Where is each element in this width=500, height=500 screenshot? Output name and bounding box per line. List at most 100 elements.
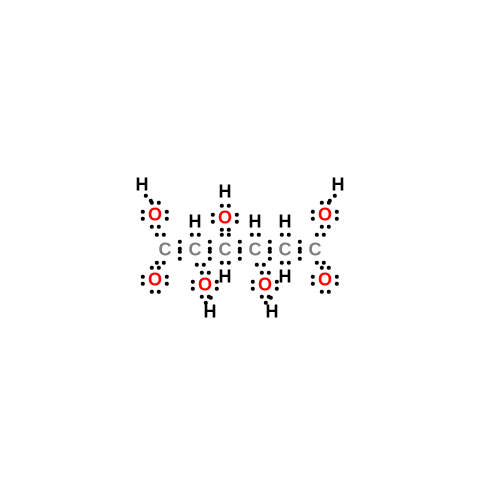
electron-dot	[208, 249, 212, 253]
electron-dot	[249, 233, 253, 237]
atom-h: H	[189, 212, 202, 233]
electron-dot	[259, 295, 263, 299]
electron-dot	[226, 228, 230, 232]
electron-dot	[201, 263, 205, 267]
electron-dot	[199, 295, 203, 299]
atom-o: O	[148, 270, 162, 291]
electron-dot	[143, 193, 147, 197]
electron-dot	[141, 216, 145, 220]
electron-dot	[235, 219, 239, 223]
atom-o: O	[318, 205, 332, 226]
electron-dot	[319, 225, 323, 229]
electron-dot	[208, 256, 212, 260]
electron-dot	[149, 225, 153, 229]
atom-c: C	[279, 240, 292, 261]
electron-dot	[215, 286, 219, 290]
electron-dot	[314, 233, 318, 237]
electron-dot	[311, 209, 315, 213]
electron-dot	[311, 274, 315, 278]
electron-dot	[191, 279, 195, 283]
electron-dot	[141, 281, 145, 285]
electron-dot	[165, 209, 169, 213]
electron-dot	[279, 233, 283, 237]
electron-dot	[298, 249, 302, 253]
electron-dot	[161, 233, 165, 237]
electron-dot	[286, 261, 290, 265]
electron-dot	[178, 239, 182, 243]
electron-dot	[254, 263, 258, 267]
atom-h: H	[266, 302, 279, 323]
electron-dot	[268, 295, 272, 299]
electron-dot	[279, 261, 283, 265]
atom-o: O	[218, 208, 232, 229]
atom-o: O	[258, 275, 272, 296]
electron-dot	[268, 256, 272, 260]
electron-dot	[141, 274, 145, 278]
electron-dot	[196, 233, 200, 237]
electron-dot	[156, 290, 160, 294]
electron-dot	[219, 233, 223, 237]
atom-c: C	[249, 240, 262, 261]
electron-dot	[165, 274, 169, 278]
electron-dot	[178, 256, 182, 260]
electron-dot	[141, 209, 145, 213]
atom-c: C	[309, 240, 322, 261]
lewis-structure-diagram: CCCCCCOOHHOHOHHHOHHHOOH	[0, 0, 500, 500]
atom-o: O	[318, 270, 332, 291]
atom-c: C	[159, 240, 172, 261]
electron-dot	[219, 261, 223, 265]
electron-dot	[321, 261, 325, 265]
electron-dot	[335, 216, 339, 220]
electron-dot	[326, 290, 330, 294]
atom-h: H	[279, 267, 292, 288]
electron-dot	[332, 193, 336, 197]
electron-dot	[335, 274, 339, 278]
electron-dot	[154, 261, 158, 265]
electron-dot	[219, 228, 223, 232]
electron-dot	[165, 216, 169, 220]
atom-o: O	[148, 205, 162, 226]
electron-dot	[238, 239, 242, 243]
electron-dot	[165, 281, 169, 285]
electron-dot	[319, 290, 323, 294]
electron-dot	[194, 263, 198, 267]
electron-dot	[275, 286, 279, 290]
electron-dot	[256, 233, 260, 237]
electron-dot	[154, 233, 158, 237]
atom-h: H	[249, 212, 262, 233]
atom-h: H	[204, 302, 217, 323]
electron-dot	[298, 239, 302, 243]
electron-dot	[314, 261, 318, 265]
electron-dot	[211, 212, 215, 216]
electron-dot	[208, 239, 212, 243]
atom-h: H	[279, 212, 292, 233]
electron-dot	[327, 198, 331, 202]
atom-c: C	[219, 240, 232, 261]
electron-dot	[149, 290, 153, 294]
electron-dot	[156, 225, 160, 229]
electron-dot	[226, 261, 230, 265]
electron-dot	[311, 281, 315, 285]
electron-dot	[161, 261, 165, 265]
electron-dot	[211, 219, 215, 223]
atom-h: H	[136, 175, 149, 196]
electron-dot	[286, 233, 290, 237]
electron-dot	[251, 286, 255, 290]
electron-dot	[178, 249, 182, 253]
electron-dot	[261, 263, 265, 267]
electron-dot	[208, 295, 212, 299]
electron-dot	[251, 279, 255, 283]
electron-dot	[311, 216, 315, 220]
electron-dot	[235, 212, 239, 216]
electron-dot	[268, 239, 272, 243]
atom-c: C	[189, 240, 202, 261]
atom-h: H	[219, 182, 232, 203]
electron-dot	[335, 281, 339, 285]
electron-dot	[238, 256, 242, 260]
electron-dot	[226, 233, 230, 237]
electron-dot	[298, 256, 302, 260]
electron-dot	[326, 225, 330, 229]
electron-dot	[191, 286, 195, 290]
atom-o: O	[198, 275, 212, 296]
electron-dot	[268, 249, 272, 253]
